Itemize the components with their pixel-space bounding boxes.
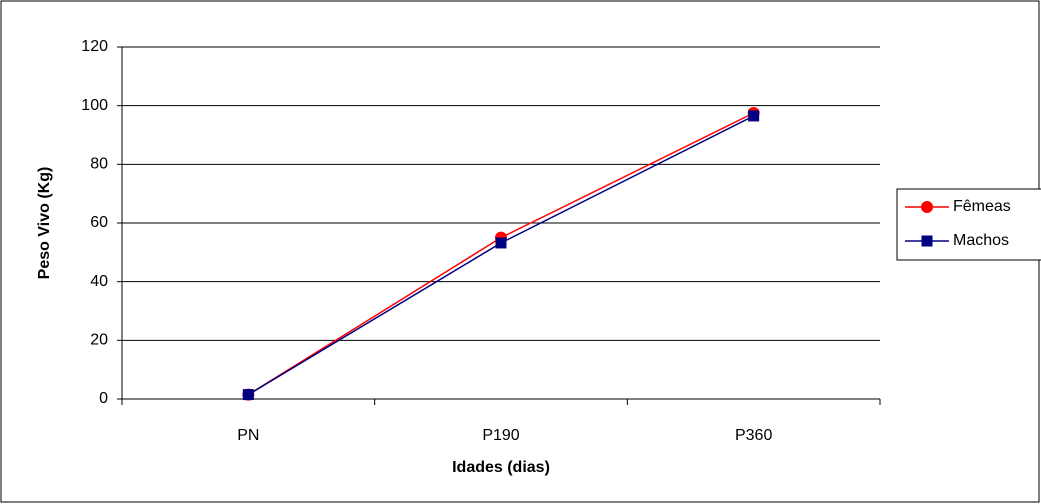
legend-marker xyxy=(921,201,933,213)
x-tick-label: P360 xyxy=(735,427,772,444)
legend-marker xyxy=(921,235,933,247)
point xyxy=(748,110,760,122)
legend-box xyxy=(896,188,1041,261)
y-tick-label: 120 xyxy=(81,38,108,55)
y-tick-label: 60 xyxy=(90,214,108,231)
legend-label: Fêmeas xyxy=(953,198,1011,215)
y-tick-label: 40 xyxy=(90,273,108,290)
legend-label: Machos xyxy=(953,232,1009,249)
y-tick-label: 100 xyxy=(81,97,108,114)
x-tick-label: PN xyxy=(237,427,259,444)
x-tick-label: P190 xyxy=(482,427,519,444)
y-tick-label: 0 xyxy=(99,390,108,407)
y-axis-label: Peso Vivo (Kg) xyxy=(36,167,53,280)
y-tick-label: 80 xyxy=(90,156,108,173)
point xyxy=(495,237,507,249)
point xyxy=(242,389,254,401)
x-axis-label: Idades (dias) xyxy=(452,459,550,476)
y-tick-label: 20 xyxy=(90,332,108,349)
